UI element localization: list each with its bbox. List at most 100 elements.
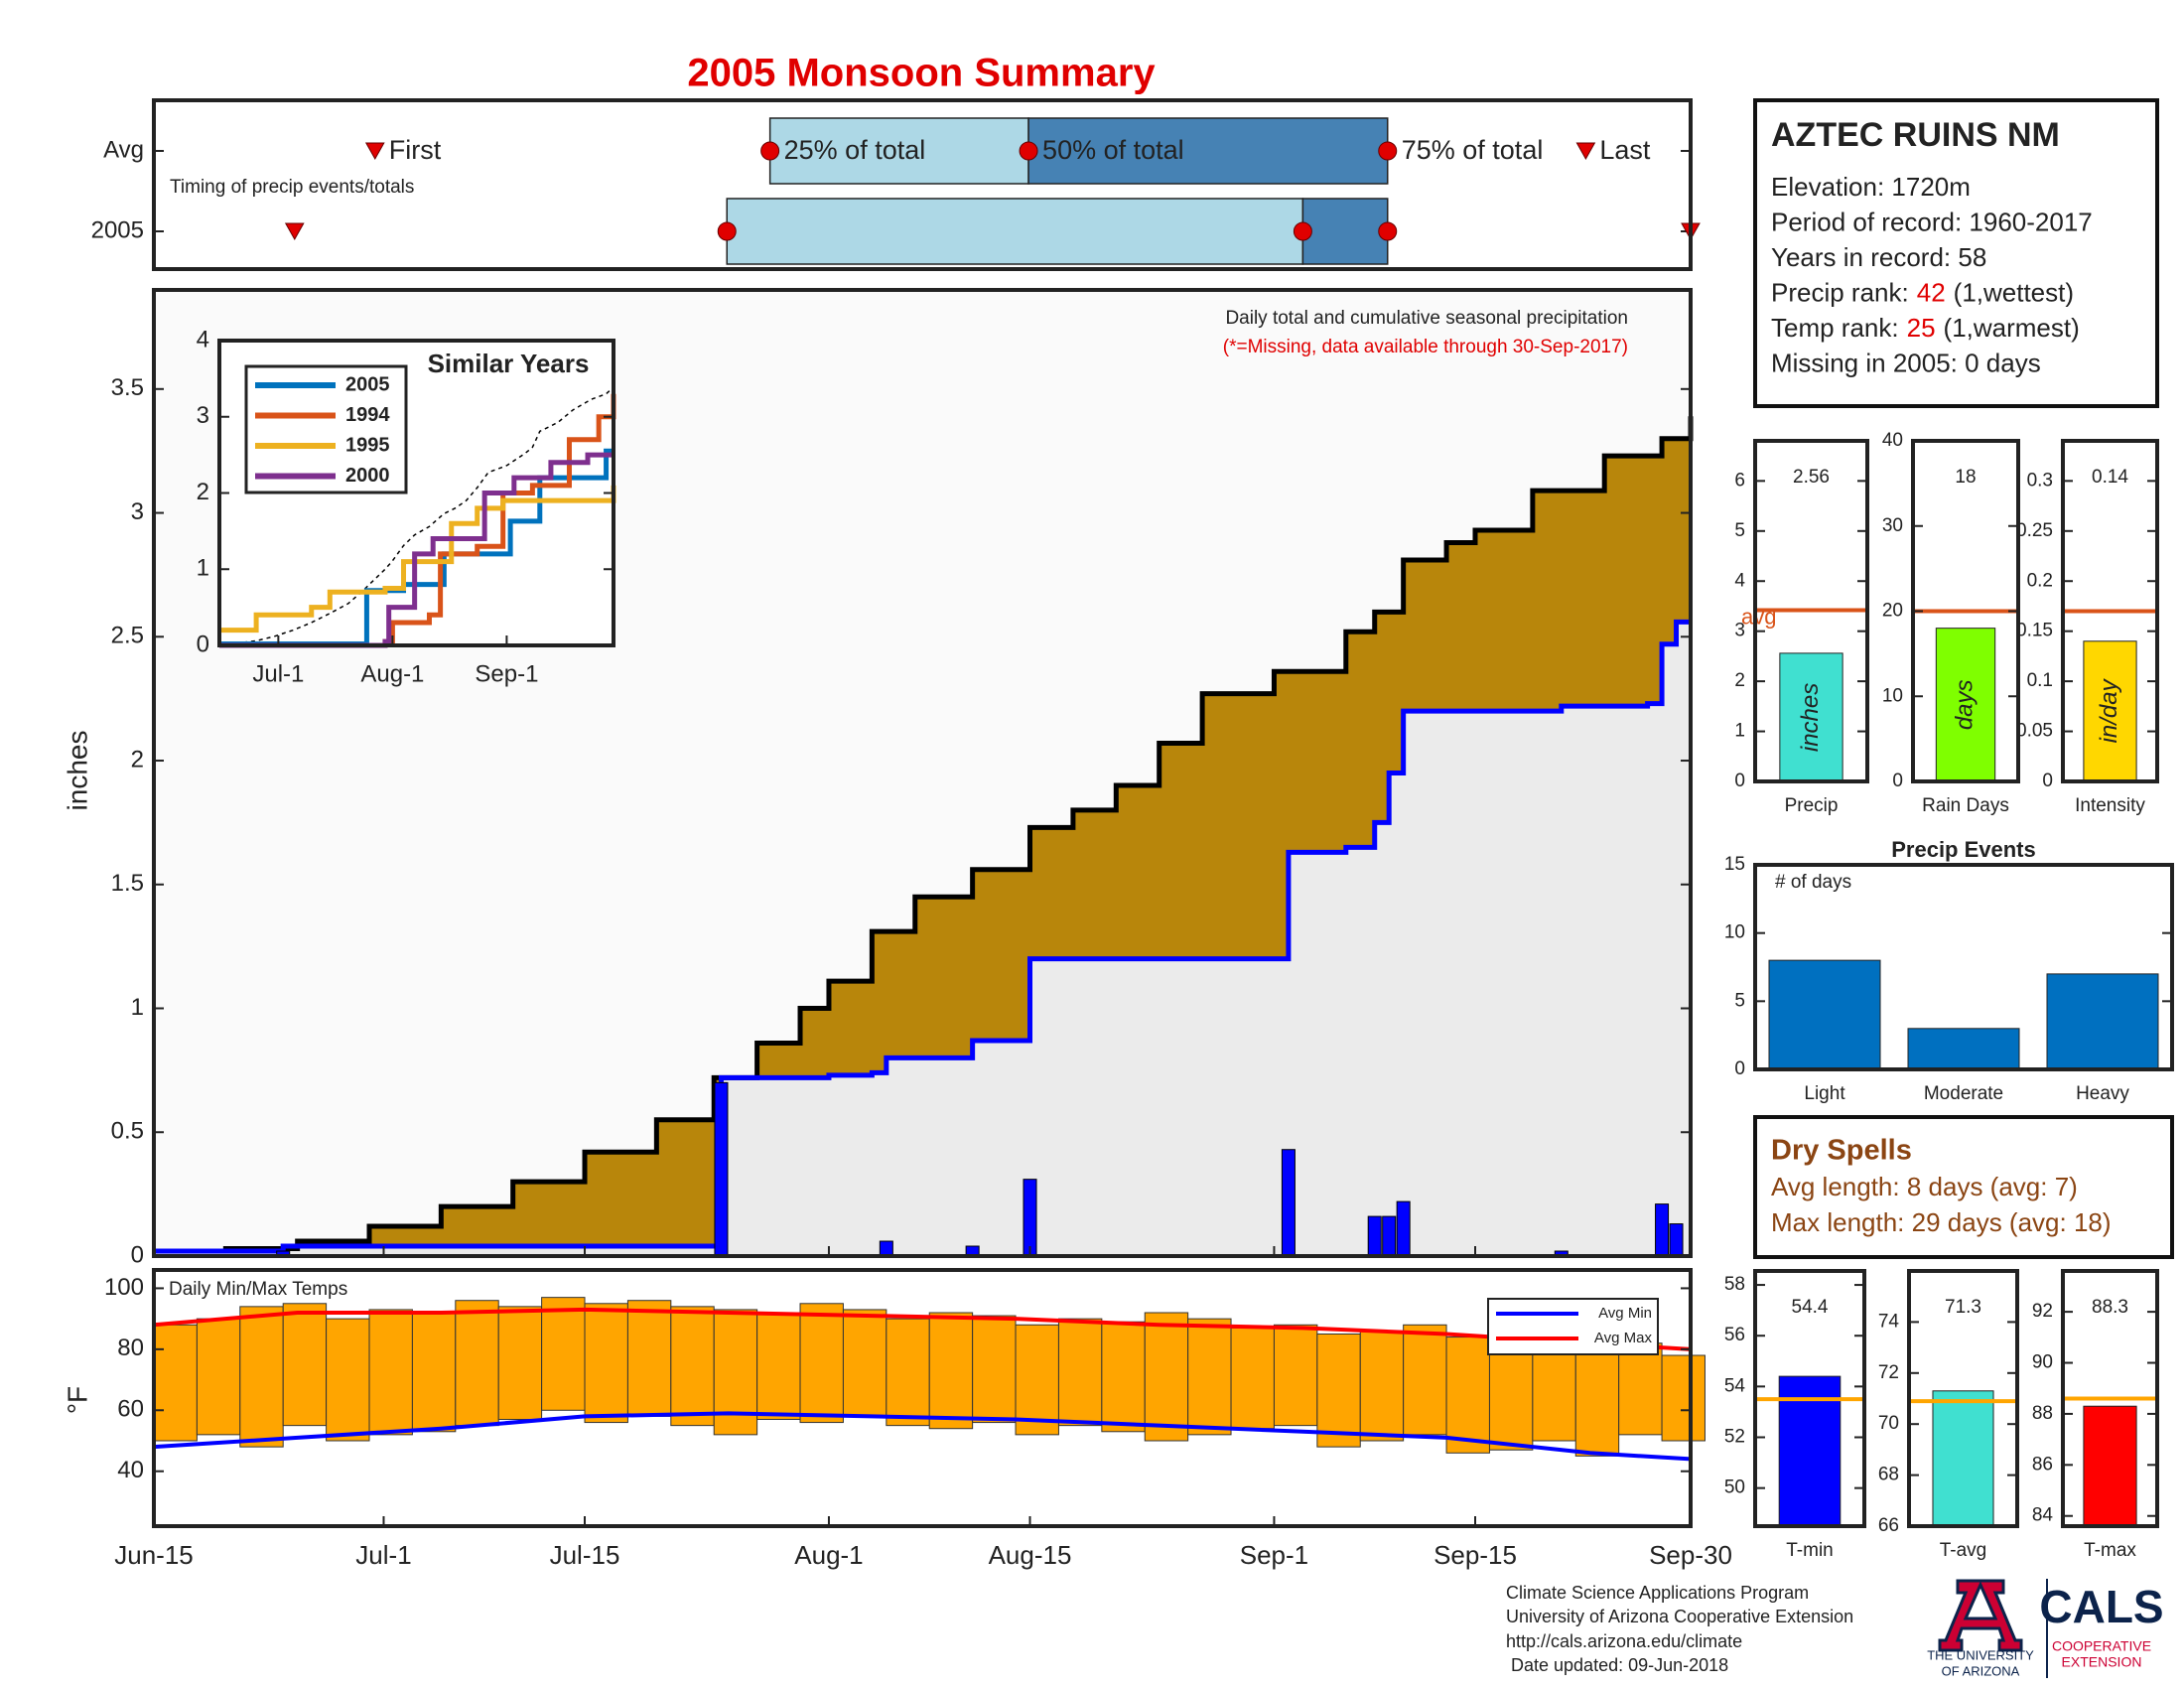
y-tick-label: 72 (1878, 1362, 1899, 1383)
legend-label: 2005 (345, 373, 390, 395)
timing-bar (726, 198, 1304, 265)
temp-range-bar (584, 1303, 628, 1424)
temp-range-bar (497, 1306, 543, 1421)
station-label: Precip rank: (1771, 277, 1909, 307)
daily-bar (879, 1240, 893, 1257)
annotation: # of days (1775, 872, 1851, 893)
temp-range-bar (756, 1312, 801, 1420)
station-label: Years in record: 58 (1771, 242, 1986, 272)
bar (2083, 640, 2137, 782)
temp-range-bar (799, 1303, 844, 1424)
marker-label: 25% of total (784, 135, 926, 165)
bar (2083, 1405, 2137, 1527)
legend-label: Avg Max (1594, 1330, 1653, 1346)
daily-bar (1281, 1149, 1296, 1257)
cumulative-line (154, 619, 1691, 1254)
y-tick-label: 56 (1724, 1325, 1745, 1345)
timing-bar (1301, 198, 1389, 265)
bar (1768, 959, 1881, 1070)
station-note: (1,warmest) (1944, 313, 2080, 343)
similar-year-line (219, 393, 616, 648)
timing-marker (1378, 221, 1398, 241)
y-tick-label: 30 (1882, 515, 1903, 536)
ua-logo (1938, 1579, 2023, 1652)
temp-range-bar (282, 1303, 328, 1427)
temp-range-bar (196, 1318, 241, 1436)
y-tick-label: 3 (197, 402, 209, 429)
temp-range-bar (541, 1297, 586, 1411)
plot-frame (2061, 1269, 2159, 1528)
y-tick-label: 4 (197, 326, 209, 352)
logo-text: COOPERATIVE (2052, 1638, 2151, 1654)
daily-bar (1023, 1179, 1037, 1257)
y-tick-label: 84 (2032, 1505, 2054, 1526)
y-tick-label: 88 (2032, 1403, 2053, 1424)
temp-range-bar (972, 1315, 1017, 1424)
value-label: 18 (1955, 467, 1976, 488)
temp-range-bar (1273, 1324, 1318, 1427)
x-tick-label: Aug-15 (989, 1540, 1072, 1570)
row-label: 2005 (91, 216, 144, 243)
y-tick-label: 0.05 (2016, 721, 2053, 742)
annotation: Daily Min/Max Temps (169, 1279, 347, 1300)
chart-title: 2005 Monsoon Summary (687, 52, 1156, 95)
unit-label: in/day (2096, 677, 2122, 743)
y-tick-label: 3 (1734, 621, 1745, 641)
annotation: Daily total and cumulative seasonal prec… (1225, 308, 1628, 329)
y-tick-label: 74 (1878, 1311, 1900, 1332)
y-tick-label: 5 (1734, 990, 1745, 1011)
dry-spells-line: Max length: 29 days (avg: 18) (1771, 1207, 2112, 1237)
bar (1779, 652, 1843, 782)
temp-range-bar (455, 1300, 499, 1427)
x-tick-label: T-min (1786, 1540, 1834, 1561)
plot-frame (2061, 439, 2159, 783)
daily-bar (1655, 1203, 1670, 1257)
y-tick-label: 66 (1878, 1515, 1899, 1536)
timing-marker (1378, 141, 1398, 161)
station-rank: 25 (1907, 313, 1936, 343)
timing-marker (717, 221, 737, 241)
footer-line: Date updated: 09-Jun-2018 (1511, 1655, 1728, 1675)
daily-bar (1396, 1200, 1411, 1257)
y-tick-label: 70 (1878, 1413, 1899, 1434)
y-tick-label: 10 (1882, 685, 1903, 706)
temp-range-bar (1359, 1330, 1405, 1442)
y-axis-label: °F (62, 1386, 92, 1414)
station-note: (1,wettest) (1954, 277, 2074, 307)
plot-frame (152, 98, 1693, 271)
station-box (1753, 98, 2159, 408)
value-label: 2.56 (1793, 467, 1830, 488)
plot-frame (152, 288, 1693, 1258)
temp-range-bar (326, 1318, 370, 1442)
y-tick-label: 58 (1724, 1274, 1745, 1295)
temp-range-bar (1057, 1318, 1103, 1427)
logo-text: THE UNIVERSITY (1927, 1647, 2034, 1662)
x-tick-label: T-avg (1940, 1540, 1987, 1561)
temp-range-bar (1488, 1339, 1534, 1451)
plot-frame (1907, 1269, 2019, 1528)
y-tick-label: 40 (117, 1457, 144, 1483)
y-tick-label: 0 (2042, 771, 2053, 791)
average-label: avg (1741, 604, 1776, 629)
similar-year-line (219, 485, 616, 633)
temp-range-bar (239, 1306, 284, 1448)
y-tick-label: 60 (117, 1396, 144, 1423)
y-tick-label: 54 (1724, 1375, 1746, 1396)
temp-range-bar (1661, 1354, 1706, 1442)
x-tick-label: Jul-1 (252, 660, 304, 687)
y-tick-label: 80 (117, 1335, 144, 1361)
row-label: Avg (103, 136, 144, 163)
value-label: 88.3 (2092, 1297, 2128, 1318)
y-tick-label: 52 (1724, 1427, 1745, 1448)
daily-bar (1382, 1215, 1397, 1257)
y-tick-label: 1.5 (111, 870, 144, 897)
y-axis-label: inches (62, 731, 92, 811)
x-tick-label: T-max (2084, 1540, 2136, 1561)
station-line: Years in record: 58 (1771, 242, 1986, 272)
temp-range-bar (928, 1312, 974, 1430)
temp-range-bar (1316, 1334, 1361, 1448)
cumulative-area (154, 622, 1691, 1256)
x-tick-label: Jul-1 (355, 1540, 411, 1570)
y-tick-label: 15 (1724, 854, 1745, 875)
